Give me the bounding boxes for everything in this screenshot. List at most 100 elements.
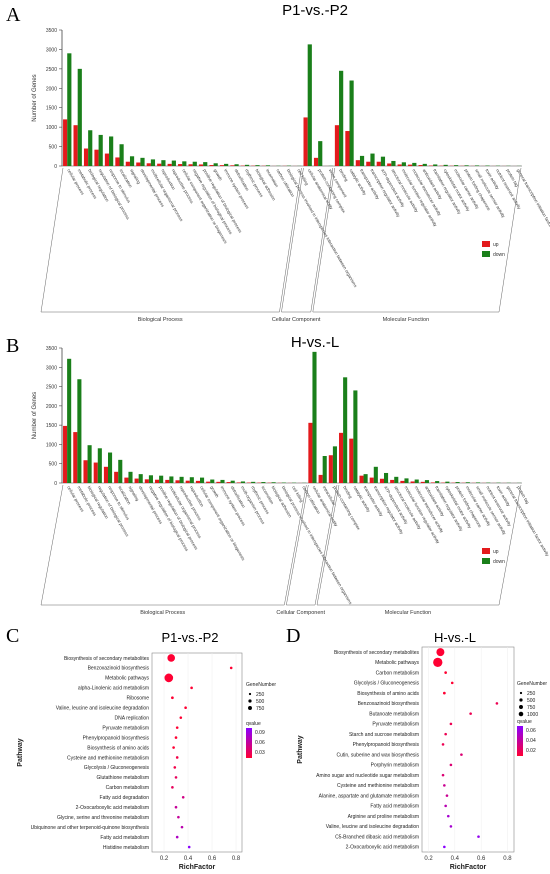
panel-letter-b: B — [6, 335, 20, 357]
pathway-dot-d — [450, 681, 454, 685]
pathway-label-d: Fatty acid metabolism — [370, 804, 419, 810]
pathway-dot-d — [433, 657, 443, 668]
bar-up-a — [104, 153, 110, 166]
bar-down-a — [213, 163, 218, 166]
bar-up-a — [376, 161, 381, 166]
bar-down-b — [87, 445, 92, 483]
y-tick-label-a: 2500 — [46, 67, 57, 73]
pathway-label-c: alpha-Linolenic acid metabolism — [78, 686, 149, 692]
bar-down-a — [370, 153, 375, 166]
bar-down-b — [108, 452, 113, 483]
y-tick-label-b: 2000 — [46, 404, 57, 410]
bar-down-a — [140, 157, 145, 166]
bar-down-b — [384, 472, 389, 483]
bar-up-b — [93, 462, 98, 483]
bar-up-a — [157, 163, 162, 166]
bar-up-a — [73, 125, 78, 166]
bar-up-b — [124, 477, 129, 483]
group-label-b: Cellular Component — [276, 610, 325, 616]
size-legend-title-c: GeneNumber — [246, 682, 276, 688]
pathway-dot-d — [443, 784, 446, 787]
bar-up-b — [206, 481, 211, 483]
bar-down-b — [271, 482, 276, 483]
bar-down-a — [265, 165, 271, 166]
pathway-label-d: Biosynthesis of amino acids — [357, 691, 419, 697]
size-legend-dot-d — [519, 691, 523, 695]
pathway-label-d: 2-Oxocarboxylic acid metabolism — [346, 845, 419, 851]
size-legend-label-c: 500 — [256, 699, 265, 705]
bar-up-b — [73, 432, 78, 483]
bar-down-a — [307, 44, 312, 166]
bar-up-a — [219, 165, 225, 166]
pathway-label-d: C5-Branched dibasic acid metabolism — [335, 834, 419, 840]
bar-up-a — [63, 119, 68, 166]
y-tick-label-a: 1000 — [46, 125, 57, 131]
bar-down-b — [169, 476, 174, 483]
group-bracket-a — [281, 167, 334, 313]
group-label-a: Biological Process — [138, 317, 183, 323]
pathway-label-d: Amino sugar and nucleotide sugar metabol… — [316, 773, 419, 779]
bar-up-b — [103, 466, 108, 483]
x-tick-label-c: 0.6 — [208, 856, 217, 862]
bar-down-b — [210, 479, 215, 483]
pathway-label-d: Alanine, aspartate and glutamate metabol… — [319, 793, 419, 799]
bar-up-b — [359, 475, 364, 483]
bar-down-b — [424, 480, 429, 483]
bar-up-a — [136, 162, 141, 166]
bar-down-b — [251, 481, 256, 483]
pathway-dot-c — [174, 736, 178, 739]
legend-label-a: up — [493, 242, 499, 248]
y-tick-label-a: 2000 — [46, 86, 57, 92]
y-tick-label-a: 3500 — [46, 28, 57, 34]
size-legend-title-d: GeneNumber — [517, 681, 547, 687]
size-legend-label-d: 250 — [527, 691, 536, 697]
bar-up-a — [188, 164, 193, 166]
y-tick-label-a: 3000 — [46, 47, 57, 53]
pathway-label-c: Glycine, serine and threonine metabolism — [57, 815, 149, 821]
group-bracket-a — [40, 167, 302, 313]
pathway-dot-c — [190, 686, 193, 690]
pathway-dot-d — [441, 773, 445, 777]
bar-up-b — [134, 478, 139, 483]
color-legend-label-c: 0.03 — [255, 750, 265, 756]
y-axis-label-a: Number of Genes — [32, 74, 38, 121]
y-axis-label-d: Pathway — [297, 735, 304, 764]
plot-area-d — [421, 646, 515, 853]
x-axis-label-c: RichFactor — [179, 864, 216, 871]
bar-up-a — [83, 148, 89, 166]
bar-down-b — [404, 478, 409, 483]
group-bracket-a — [312, 167, 522, 313]
bar-down-a — [380, 156, 386, 166]
color-legend-bar-d — [517, 726, 523, 756]
bar-down-a — [255, 165, 260, 166]
pathway-label-c: Fatty acid metabolism — [100, 835, 149, 841]
bar-up-b — [185, 480, 190, 483]
bar-down-a — [391, 160, 396, 166]
category-label-b: growth — [209, 485, 220, 499]
pathway-dot-c — [184, 706, 187, 710]
pathway-label-c: 2-Oxocarboxylic acid metabolism — [76, 805, 149, 811]
bar-down-a — [77, 68, 82, 166]
bar-down-b — [435, 481, 440, 483]
pathway-dot-c — [175, 756, 179, 759]
group-bracket-b — [40, 484, 307, 606]
bar-up-b — [328, 455, 333, 483]
pathway-label-c: DNA replication — [115, 715, 150, 721]
bar-down-b — [343, 377, 348, 483]
pathway-dot-c — [180, 825, 184, 829]
group-bracket-b — [286, 484, 338, 606]
x-tick-label-d: 0.8 — [503, 856, 512, 862]
pathway-label-c: Ribosome — [126, 696, 149, 702]
bar-up-b — [400, 480, 405, 483]
bar-down-a — [433, 164, 438, 166]
pathway-label-d: Benzoxazinoid biosynthesis — [358, 701, 420, 707]
pathway-label-c: Ubiquinone and other terpenoid-quinone b… — [31, 825, 150, 831]
pathway-dot-c — [173, 766, 177, 769]
size-legend-label-d: 1000 — [527, 712, 538, 718]
legend-swatch-down-b — [482, 558, 490, 564]
bar-down-a — [454, 165, 459, 166]
bar-down-b — [322, 456, 327, 483]
bar-down-a — [359, 155, 365, 166]
size-legend-dot-c — [248, 692, 252, 696]
